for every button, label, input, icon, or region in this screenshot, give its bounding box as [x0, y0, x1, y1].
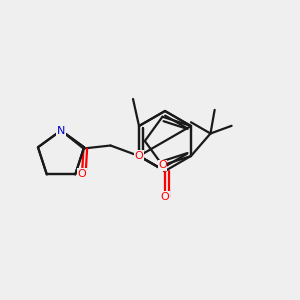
- Text: O: O: [158, 160, 167, 170]
- Text: O: O: [78, 169, 86, 179]
- Text: N: N: [57, 125, 65, 136]
- Text: O: O: [135, 151, 143, 161]
- Text: O: O: [160, 191, 169, 202]
